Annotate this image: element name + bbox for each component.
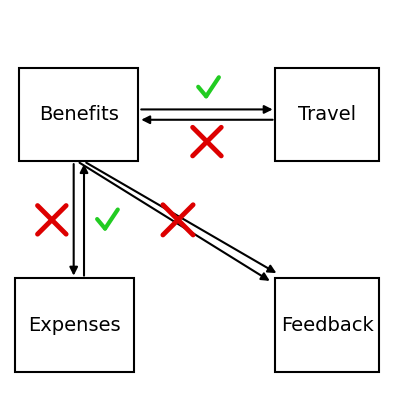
Text: Travel: Travel xyxy=(298,105,356,124)
Text: Benefits: Benefits xyxy=(39,105,119,124)
FancyBboxPatch shape xyxy=(276,68,379,161)
Text: Expenses: Expenses xyxy=(28,316,121,335)
FancyBboxPatch shape xyxy=(276,278,379,372)
Text: Feedback: Feedback xyxy=(281,316,374,335)
FancyBboxPatch shape xyxy=(15,278,134,372)
FancyBboxPatch shape xyxy=(19,68,138,161)
